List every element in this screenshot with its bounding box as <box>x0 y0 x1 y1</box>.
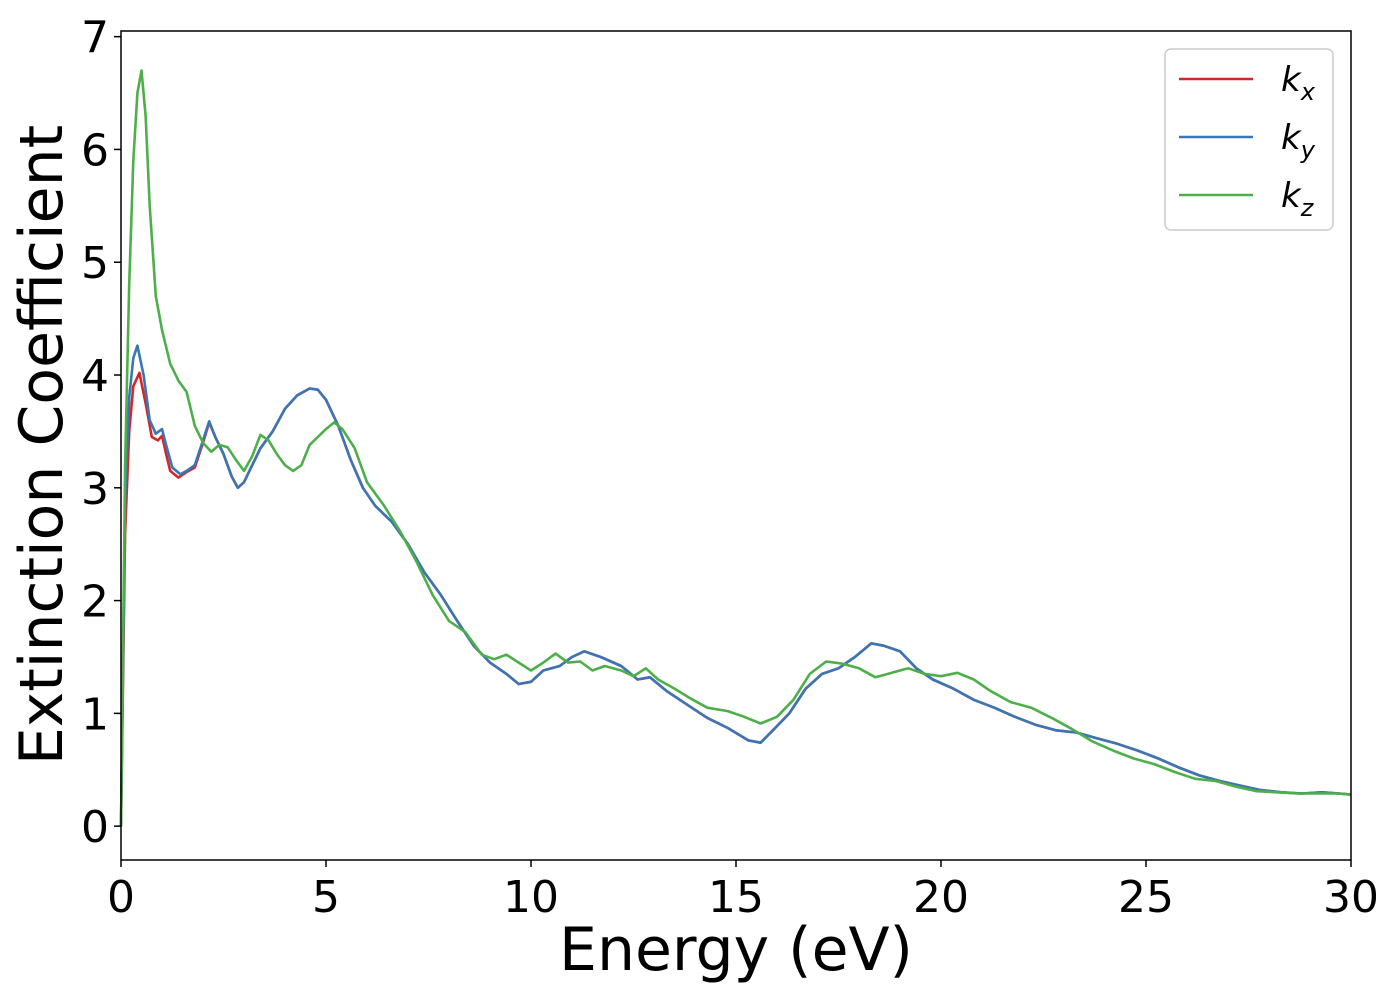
x-axis: 0 5 10 15 20 25 30 <box>107 860 1379 923</box>
y-tick-label: 6 <box>81 125 109 176</box>
x-axis-title: Energy (eV) <box>559 915 913 985</box>
legend-box <box>1164 48 1334 231</box>
series-line-ky <box>119 344 1352 827</box>
x-tick-label: 5 <box>312 872 340 923</box>
y-axis-title: Extinction Coefficient <box>7 125 77 765</box>
y-tick-label: 4 <box>81 351 109 402</box>
y-tick-label: 2 <box>81 577 109 628</box>
x-tick-label: 10 <box>503 872 559 923</box>
y-tick-label: 1 <box>81 689 109 740</box>
y-axis: 0 1 2 3 4 5 6 7 <box>81 13 121 853</box>
y-tick-label: 7 <box>81 13 109 64</box>
y-tick-label: 5 <box>81 238 109 289</box>
legend-item-kz: kz <box>1179 176 1315 222</box>
legend: kx ky kz <box>1164 48 1334 231</box>
y-tick-label: 3 <box>81 464 109 515</box>
legend-label: kz <box>1281 176 1315 222</box>
series-line-kx <box>119 371 1352 827</box>
x-tick-label: 30 <box>1323 872 1379 923</box>
legend-label: kx <box>1281 60 1316 106</box>
y-tick-label: 0 <box>81 802 109 853</box>
series-line-kz <box>119 69 1352 827</box>
x-tick-label: 20 <box>913 872 969 923</box>
legend-item-ky: ky <box>1179 118 1316 164</box>
x-tick-label: 15 <box>708 872 764 923</box>
x-tick-label: 0 <box>107 872 135 923</box>
legend-label: ky <box>1281 118 1316 164</box>
x-tick-label: 25 <box>1118 872 1174 923</box>
legend-item-kx: kx <box>1179 60 1316 106</box>
series-layer <box>119 69 1352 827</box>
